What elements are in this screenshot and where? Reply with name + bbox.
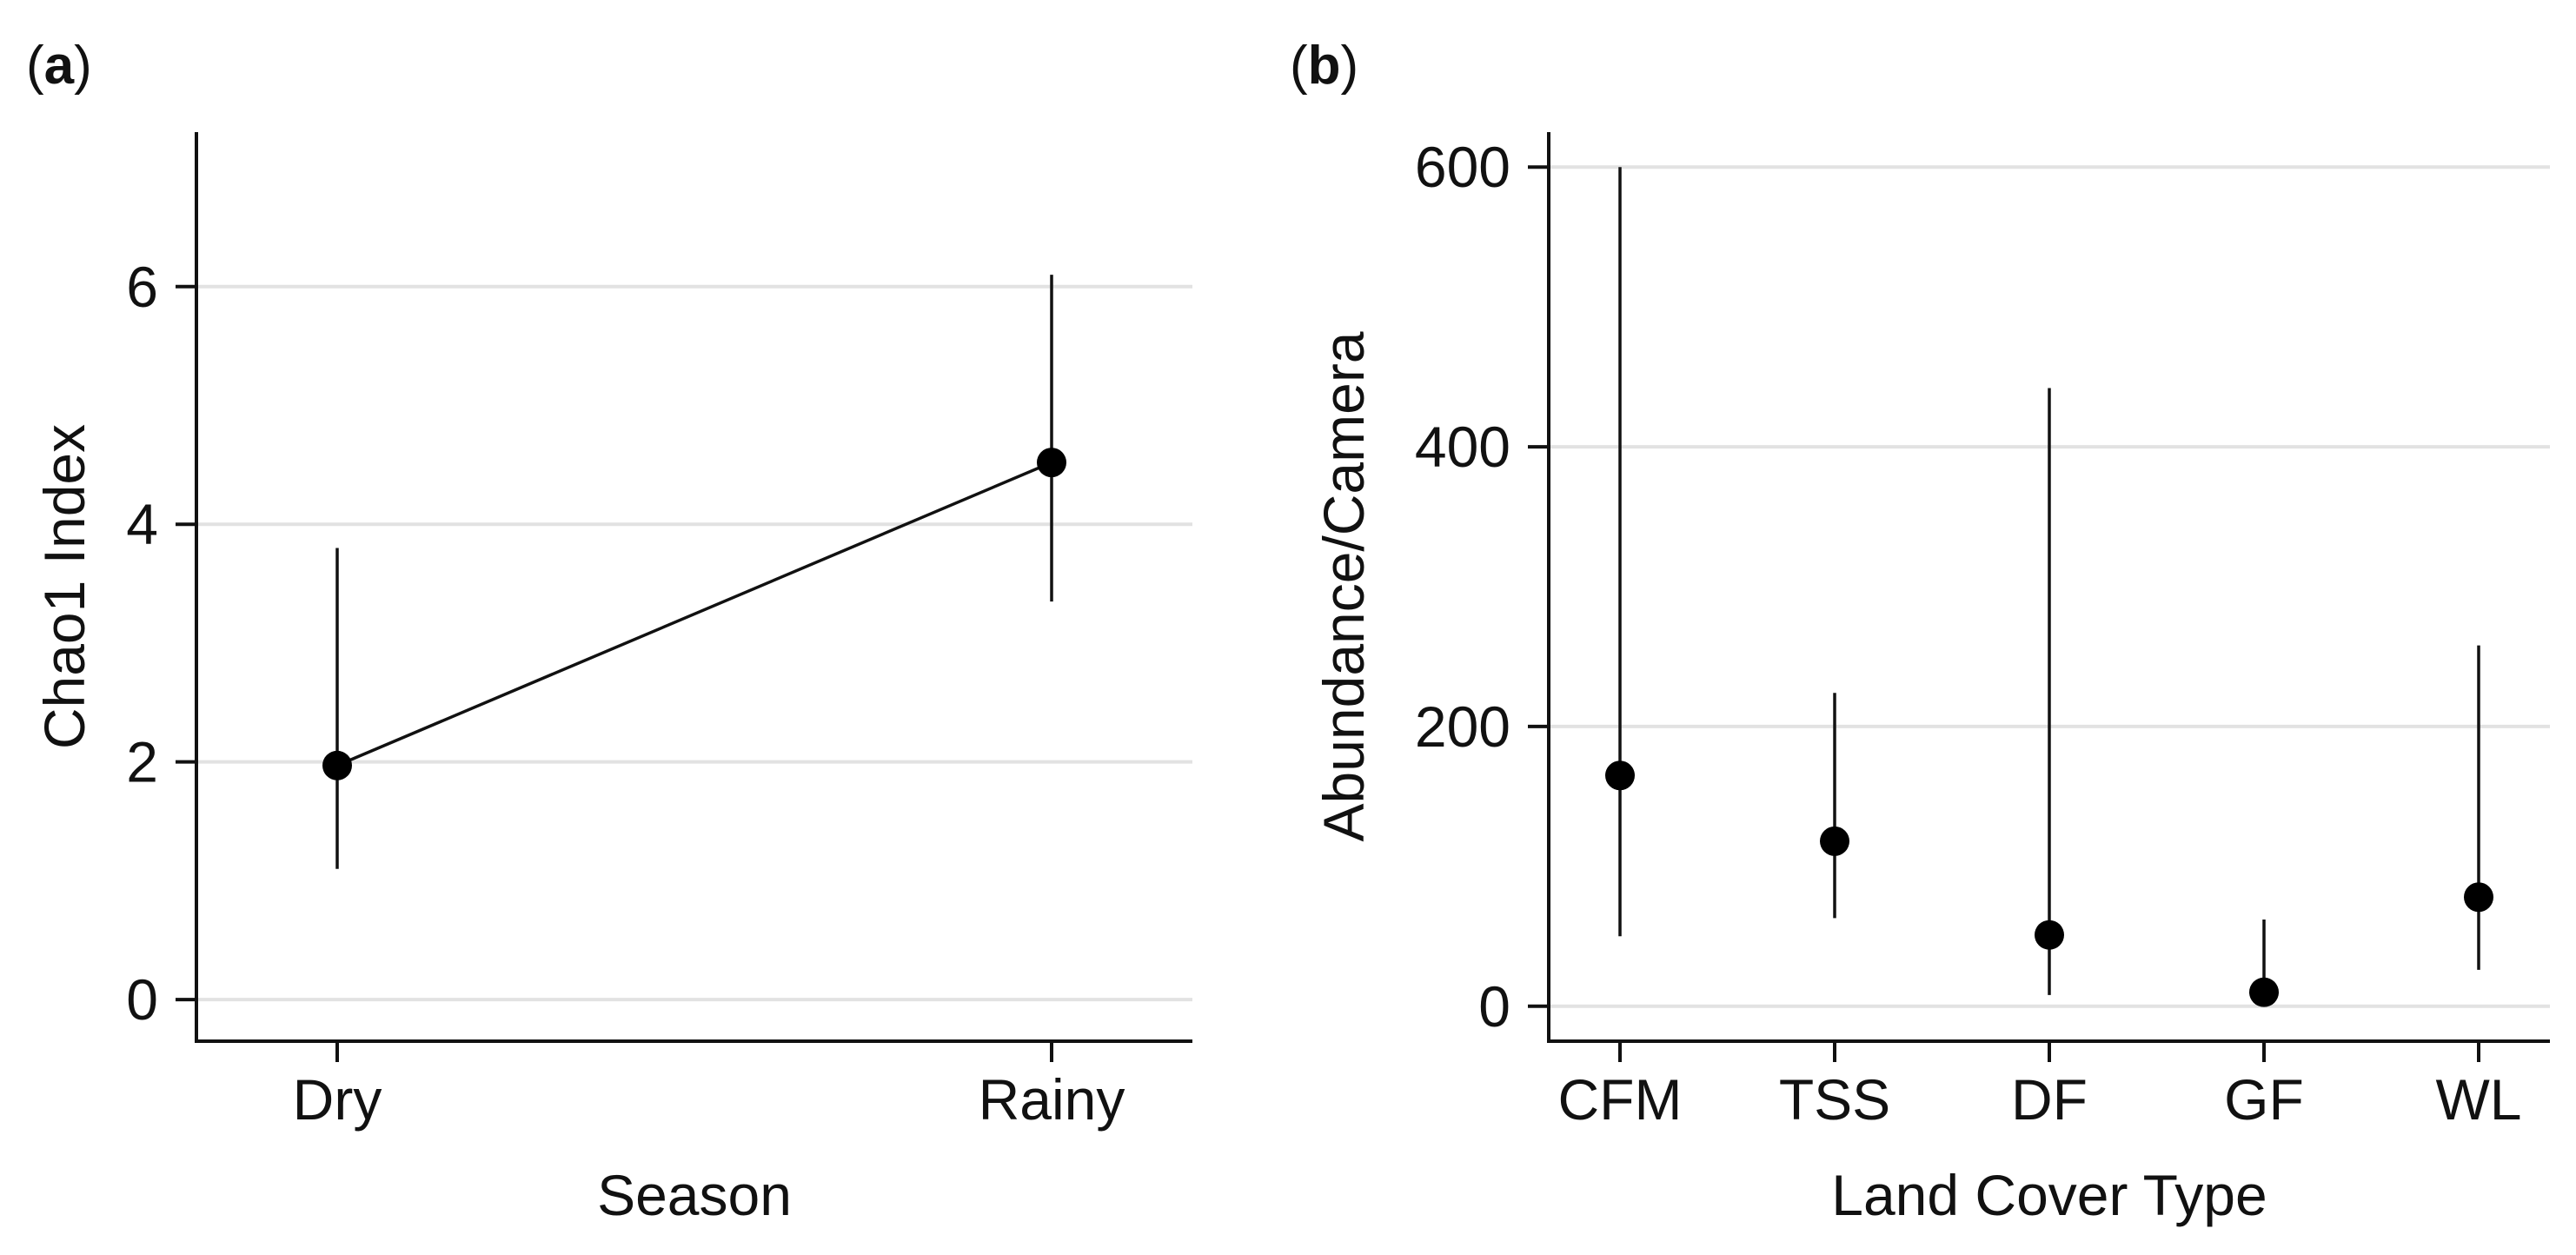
panel-b-label: (b) [1290, 36, 1358, 96]
panel-a-letter: a [44, 36, 75, 96]
y-tick-label: 400 [1415, 415, 1510, 479]
y-tick-label: 4 [126, 492, 158, 556]
panel-a-axes [195, 132, 1192, 1043]
panel-b-marks [1605, 167, 2493, 1007]
y-tick-label: 0 [126, 967, 158, 1032]
panel-a-x-ticks: Dry Rainy [293, 1041, 1125, 1132]
series-line [336, 461, 1052, 767]
y-tick-label: 0 [1478, 974, 1510, 1039]
panel-b-y-axis-title: Abundance/Camera [1311, 331, 1376, 841]
x-tick-label: CFM [1558, 1067, 1683, 1132]
data-point-wl [2464, 882, 2493, 913]
panel-b-axes [1547, 132, 2550, 1043]
data-point-tss [1820, 826, 1849, 856]
x-tick-label: GF [2224, 1067, 2304, 1132]
axis-lines [1547, 132, 2550, 1043]
panel-a-x-axis-title: Season [597, 1163, 792, 1227]
x-tick-label: Rainy [979, 1067, 1125, 1132]
panel-a-chao1-by-season: (a) 0 2 4 6 Dry Rainy Season Chao1 Index [26, 36, 1192, 1227]
panel-a-label: (a) [26, 36, 92, 96]
x-tick-label: WL [2436, 1067, 2522, 1132]
panel-b-x-ticks: CFM TSS DF GF WL [1558, 1041, 2522, 1132]
x-tick-label: DF [2011, 1067, 2088, 1132]
y-tick-label: 600 [1415, 135, 1510, 199]
data-point-cfm [1605, 760, 1635, 791]
panel-a-gridlines [196, 284, 1192, 1002]
x-tick-label: Dry [293, 1067, 382, 1132]
panel-b-x-axis-title: Land Cover Type [1831, 1163, 2267, 1227]
data-point-df [2035, 920, 2064, 950]
x-tick-label: TSS [1779, 1067, 1890, 1132]
y-tick-label: 2 [126, 730, 158, 794]
data-point-rainy [1037, 448, 1066, 478]
panel-a-marks [322, 275, 1066, 869]
data-point-dry [322, 750, 352, 780]
axis-lines [195, 132, 1192, 1043]
y-tick-label: 6 [126, 255, 158, 319]
panel-b-abundance-by-land-cover: (b) 0 200 400 600 CFM TSS DF GF WL Land Cover T… [1290, 36, 2550, 1227]
panel-a-y-ticks: 0 2 4 6 [126, 255, 196, 1032]
y-tick-label: 200 [1415, 694, 1510, 759]
panel-b-y-ticks: 0 200 400 600 [1415, 135, 1549, 1039]
panel-b-letter: b [1308, 36, 1341, 96]
data-point-gf [2249, 977, 2279, 1007]
panel-a-y-axis-title: Chao1 Index [32, 424, 96, 749]
